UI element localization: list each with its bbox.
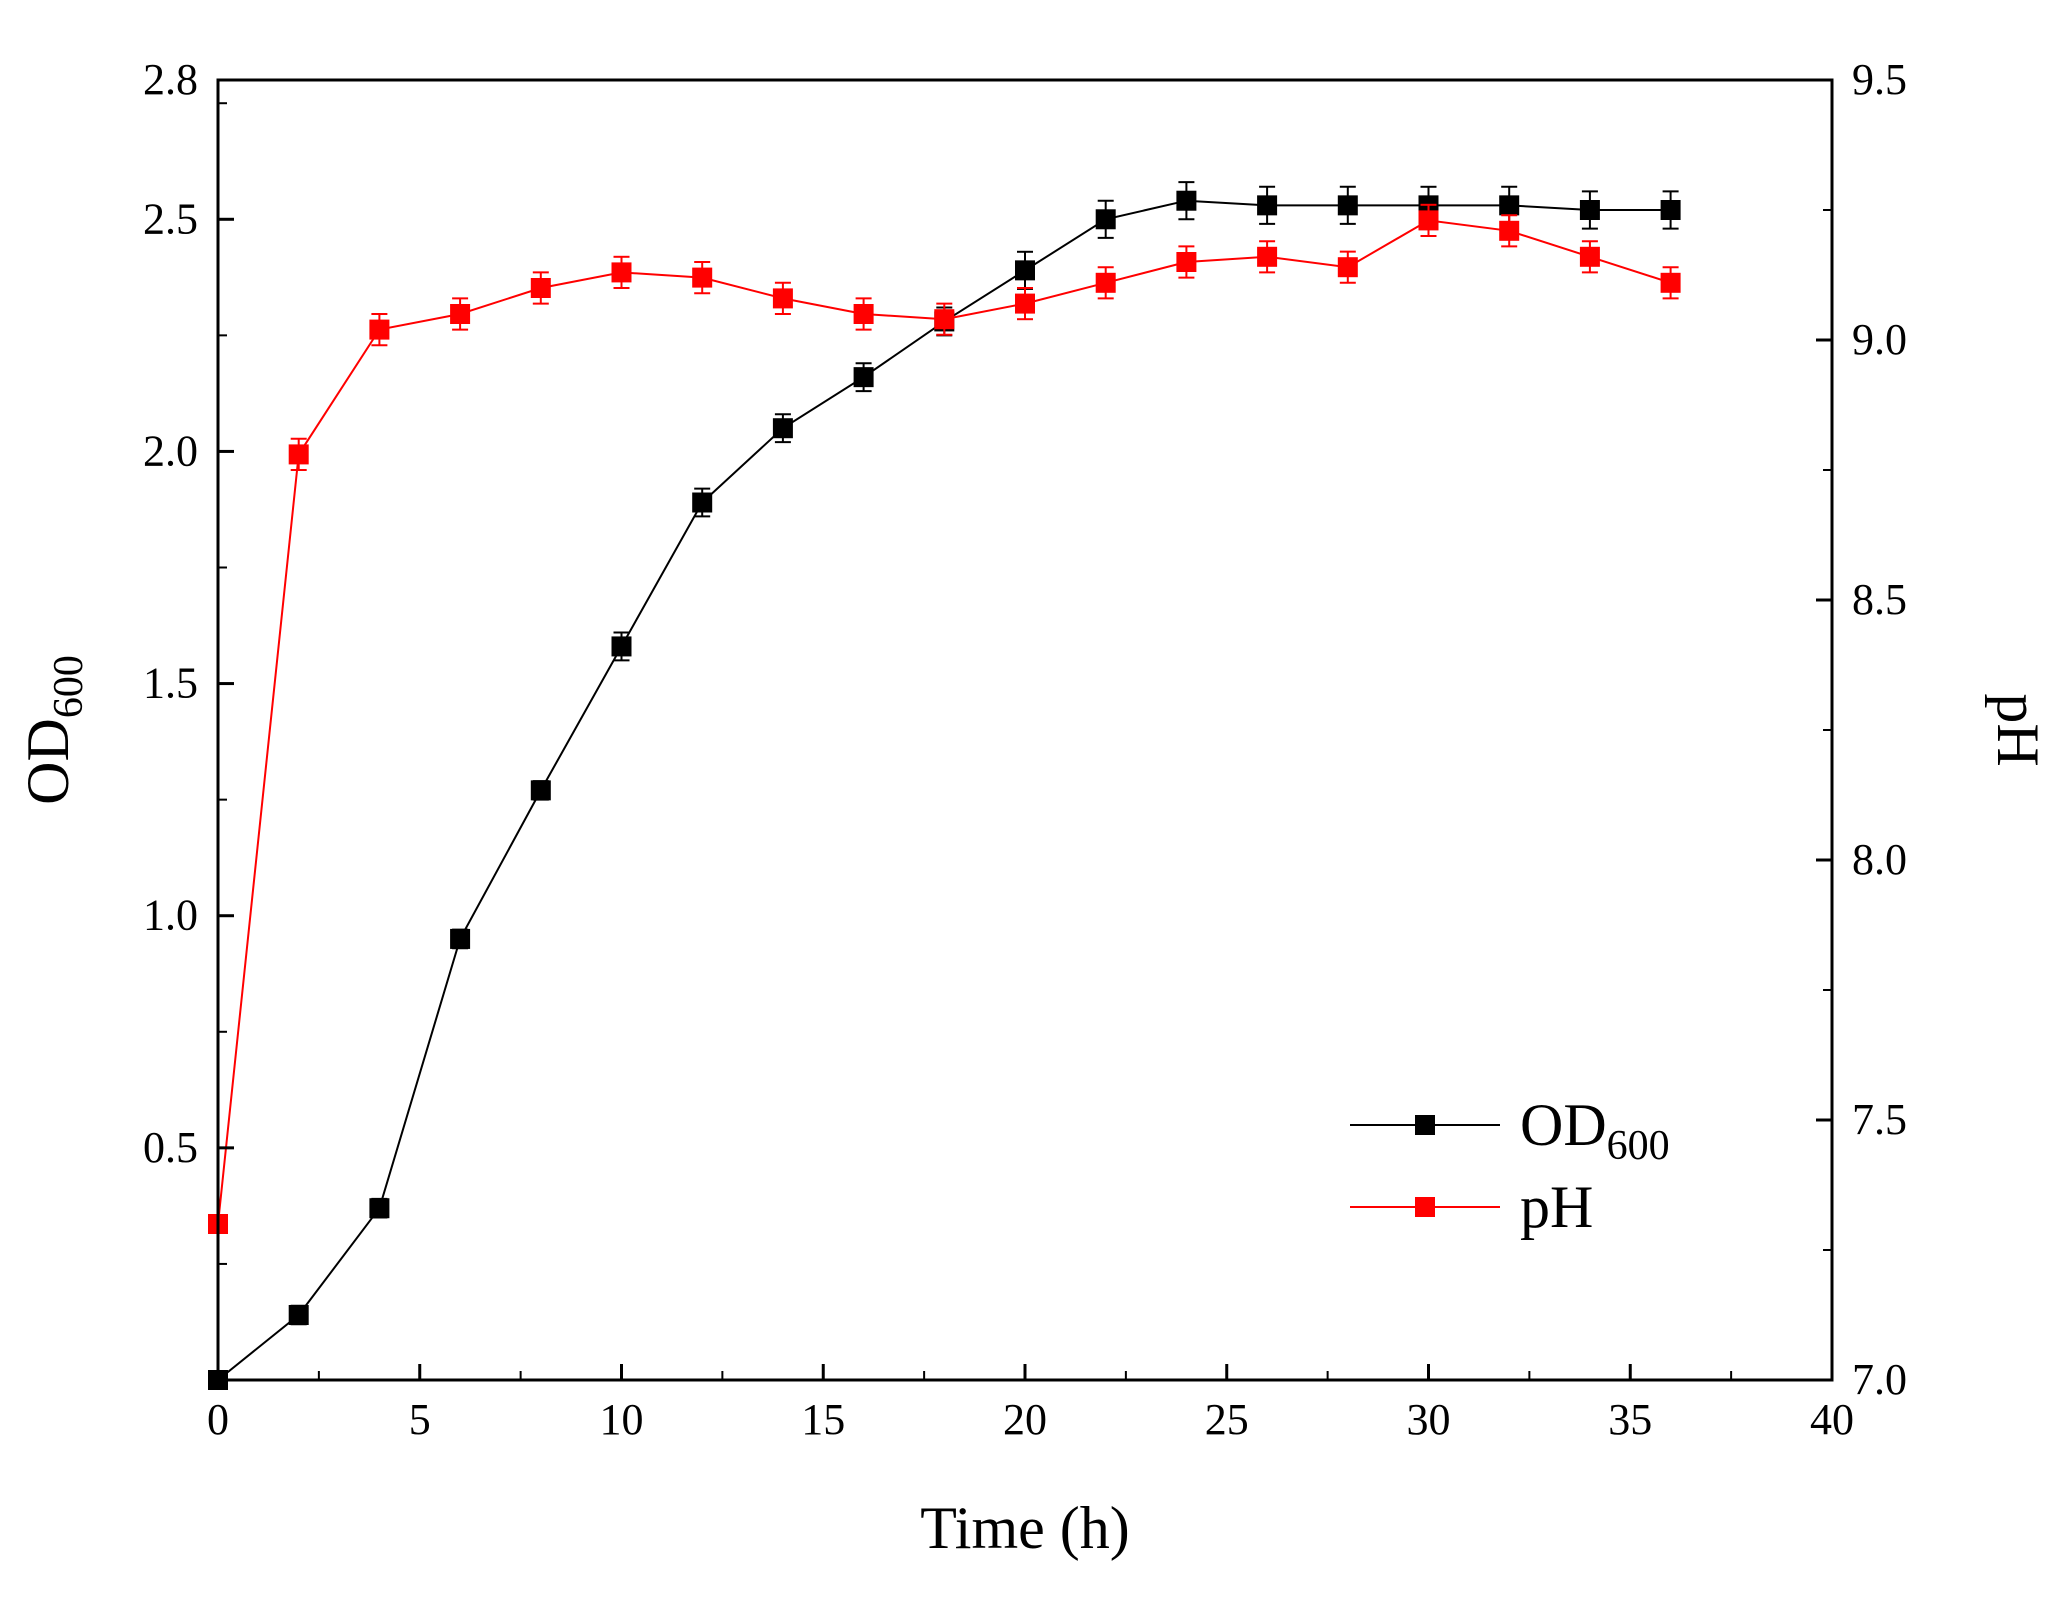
data-point-od600 <box>692 492 713 513</box>
x-tick-label: 0 <box>207 1395 229 1444</box>
y2-tick-label: 9.5 <box>1852 55 1907 104</box>
y2-axis-title: pH <box>1985 693 2048 766</box>
legend-label-od600-subscript: 600 <box>1607 1123 1670 1169</box>
data-point-ph <box>1015 293 1035 314</box>
data-point-od600 <box>611 636 632 657</box>
x-tick-label: 40 <box>1810 1395 1854 1444</box>
data-point-ph <box>1095 272 1116 293</box>
legend-marker-od600 <box>1415 1115 1435 1135</box>
y-tick-label: 2.5 <box>143 194 198 243</box>
data-point-ph <box>1499 220 1520 241</box>
y-axis-title-main: OD <box>15 718 81 805</box>
data-point-ph <box>934 309 955 330</box>
data-point-ph <box>1579 246 1600 267</box>
x-tick-label: 20 <box>1003 1395 1047 1444</box>
y-tick-label: 1.0 <box>143 891 198 940</box>
data-point-od600 <box>1337 195 1358 216</box>
y-axis-title: OD600 <box>15 655 92 805</box>
data-point-ph <box>692 267 713 288</box>
data-point-ph <box>1257 246 1278 267</box>
data-point-ph <box>1418 210 1439 231</box>
y-axis-title-subscript: 600 <box>46 655 92 718</box>
legend-label-od600: OD600 <box>1520 1092 1670 1169</box>
data-point-ph <box>530 278 551 298</box>
data-point-ph <box>450 304 471 324</box>
y2-tick-label: 8.5 <box>1852 575 1907 624</box>
x-axis-title: Time (h) <box>920 1495 1129 1561</box>
data-point-od600 <box>1257 195 1278 216</box>
data-point-od600 <box>288 1305 309 1325</box>
data-point-od600 <box>530 780 551 801</box>
y-tick-label: 1.5 <box>143 659 198 708</box>
y2-tick-label: 9.0 <box>1852 315 1907 364</box>
data-point-od600 <box>369 1198 390 1219</box>
data-point-ph <box>1337 257 1358 278</box>
x-tick-label: 25 <box>1205 1395 1249 1444</box>
data-point-od600 <box>772 418 793 439</box>
data-point-ph <box>772 288 793 309</box>
y2-tick-label: 8.0 <box>1852 835 1907 884</box>
data-point-ph <box>1660 272 1681 293</box>
data-point-od600 <box>450 928 471 949</box>
series-line-od600 <box>217 199 1671 1381</box>
data-point-od600 <box>1499 195 1520 216</box>
y-tick-label: 2.0 <box>143 426 198 475</box>
y2-tick-label: 7.0 <box>1852 1355 1907 1404</box>
legend-label-ph: pH <box>1520 1174 1593 1240</box>
data-point-ph <box>1176 252 1197 272</box>
series-line-ph <box>217 219 1671 1225</box>
x-tick-label: 5 <box>409 1395 431 1444</box>
data-point-od600 <box>1579 200 1600 220</box>
legend-marker-ph <box>1415 1197 1435 1217</box>
legend: OD600 pH <box>1350 1092 1670 1240</box>
legend-label-od600-main: OD <box>1520 1092 1607 1158</box>
y-tick-label: 0.5 <box>143 1123 198 1172</box>
data-point-od600 <box>1015 260 1035 281</box>
y2-tick-label: 7.5 <box>1852 1095 1907 1144</box>
data-point-ph <box>369 319 390 340</box>
data-point-od600 <box>853 367 874 388</box>
data-point-od600 <box>1660 200 1681 220</box>
x-tick-label: 15 <box>801 1395 845 1444</box>
data-point-ph <box>288 444 309 465</box>
data-point-ph <box>611 262 632 283</box>
data-point-od600 <box>1095 209 1116 230</box>
data-point-ph <box>853 304 874 324</box>
x-tick-label: 35 <box>1608 1395 1652 1444</box>
x-tick-label: 10 <box>600 1395 644 1444</box>
x-tick-label: 30 <box>1407 1395 1451 1444</box>
data-point-od600 <box>1176 190 1197 211</box>
y-tick-label: 2.8 <box>143 55 198 104</box>
